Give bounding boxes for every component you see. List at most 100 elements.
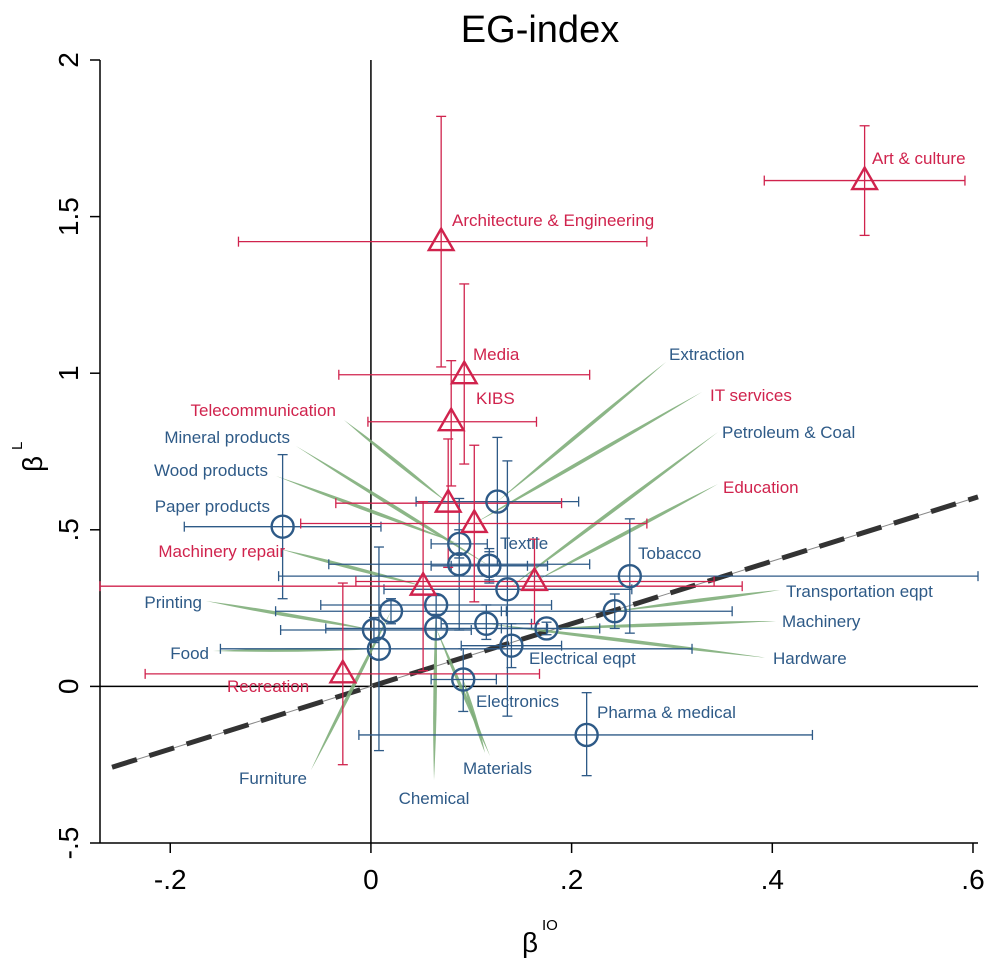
triangle-marker (328, 658, 358, 684)
x-axis-label: β (522, 927, 538, 958)
point-labels: Art & culture Architecture & Engineering M… (144, 149, 965, 808)
data-markers (270, 165, 880, 748)
x-axis-title: β IO (522, 917, 558, 958)
error-bar (450, 551, 529, 581)
point-label: Petroleum & Coal (722, 423, 855, 442)
y-tick-label: 1.5 (53, 197, 84, 236)
label-leader (497, 362, 666, 502)
point-label: Tobacco (638, 544, 701, 563)
error-bar (338, 283, 591, 465)
triangle-marker (436, 406, 466, 432)
label-leader (614, 590, 780, 612)
circle-marker (474, 611, 499, 636)
y-tick-label: .5 (53, 518, 84, 541)
circle-marker (423, 616, 449, 641)
circle-marker (361, 617, 387, 643)
label-leader (311, 611, 391, 770)
triangle-marker (459, 508, 489, 534)
error-bar (328, 497, 591, 631)
point-label: Food (170, 644, 209, 663)
point-label: Electronics (476, 692, 559, 711)
label-leader (534, 484, 718, 582)
label-leader (474, 392, 702, 524)
y-tick-label: 2 (53, 52, 84, 68)
y-axis-label: β (17, 456, 48, 472)
error-bar (358, 692, 814, 777)
point-label: KIBS (476, 389, 515, 408)
label-leader (344, 420, 449, 504)
circle-marker (617, 563, 643, 589)
point-label: Recreation (227, 677, 309, 696)
y-axis-title: β L (9, 442, 48, 472)
point-label: Furniture (239, 769, 307, 788)
triangle-marker (408, 570, 438, 596)
point-label: Hardware (773, 649, 847, 668)
point-label: Electrical eqpt (529, 649, 636, 668)
error-bar (277, 518, 979, 634)
error-bar (430, 529, 488, 559)
y-tick-label: 0 (53, 679, 84, 695)
circle-marker (574, 722, 599, 748)
circle-marker (447, 552, 472, 577)
point-label: Paper products (155, 497, 270, 516)
point-label: Wood products (154, 461, 268, 480)
y-axis-label-sup: L (9, 442, 26, 450)
point-label: Media (473, 345, 520, 364)
circle-marker (534, 616, 559, 641)
error-bars (99, 115, 979, 777)
x-tick-label: .4 (761, 864, 784, 895)
point-label: Mineral products (164, 428, 290, 447)
point-label: Art & culture (872, 149, 966, 168)
point-label: Chemical (399, 789, 470, 808)
point-label: Transportation eqpt (786, 582, 933, 601)
x-axis-label-sup: IO (542, 917, 558, 934)
error-bar (367, 360, 538, 487)
circle-marker (378, 599, 404, 624)
triangle-marker (520, 566, 549, 592)
circle-marker (485, 489, 510, 514)
chart-title: EG-index (461, 9, 619, 51)
point-label: Textile (500, 534, 548, 553)
circle-marker (477, 553, 502, 579)
triangle-marker (449, 359, 479, 385)
point-label: Extraction (669, 345, 745, 364)
circle-marker (499, 633, 524, 658)
point-label: Machinery (782, 612, 861, 631)
point-label: Pharma & medical (597, 703, 736, 722)
circle-marker (451, 667, 476, 692)
circle-marker (495, 577, 520, 602)
point-label: Materials (463, 759, 532, 778)
x-tick-label: .2 (560, 864, 583, 895)
triangle-marker (850, 165, 880, 191)
point-label: Printing (144, 593, 202, 612)
x-tick-label: -.2 (154, 864, 187, 895)
point-label: IT services (710, 386, 792, 405)
error-bar (237, 115, 648, 368)
circle-marker (602, 599, 627, 624)
circle-marker (447, 531, 472, 557)
x-tick-label: .6 (961, 864, 984, 895)
label-leader (507, 432, 718, 590)
error-bar (763, 125, 966, 237)
triangle-marker (433, 487, 463, 513)
label-leaders (206, 362, 780, 780)
triangle-marker (426, 226, 456, 252)
circle-marker (270, 514, 295, 539)
point-label: Telecommunication (190, 401, 336, 420)
label-leader (206, 601, 374, 631)
y-tick-label: -.5 (53, 827, 84, 860)
label-leader (296, 446, 490, 566)
x-tick-label: 0 (363, 864, 379, 895)
circle-marker (366, 636, 392, 662)
point-label: Architecture & Engineering (452, 211, 654, 230)
axes: -.2 0 .2 .4 .6 -.5 0 .5 1 1.5 2 (53, 52, 985, 895)
label-leader (546, 621, 776, 629)
error-bar (274, 598, 508, 625)
label-leader (276, 476, 460, 544)
point-label: Education (723, 478, 799, 497)
error-bar (300, 444, 648, 603)
error-bar (355, 538, 715, 625)
label-leader (280, 549, 424, 587)
point-label: Machinery repair (158, 542, 285, 561)
